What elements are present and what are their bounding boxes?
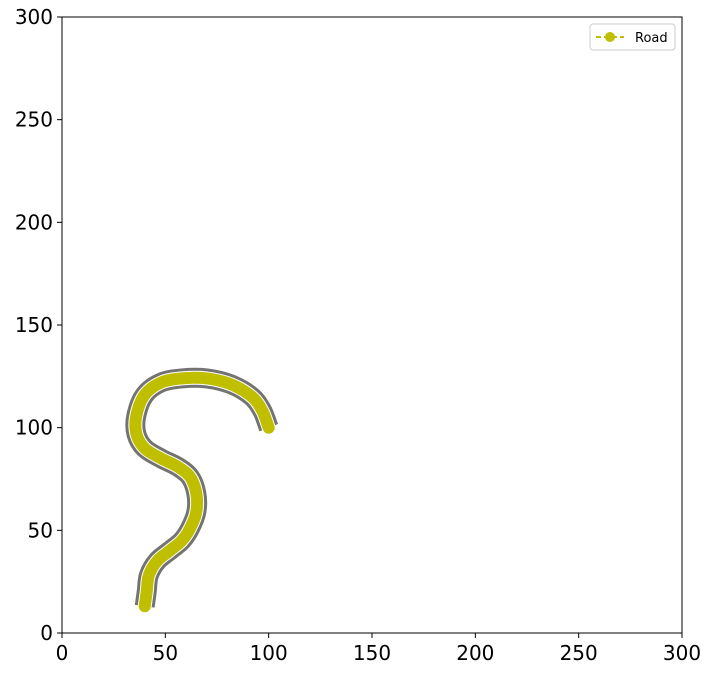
y-tick-label: 50 <box>28 518 53 542</box>
x-tick-label: 300 <box>663 641 701 665</box>
x-tick-label: 0 <box>56 641 69 665</box>
legend-box <box>589 23 676 51</box>
road-centerline <box>129 371 275 613</box>
legend-marker <box>605 32 615 42</box>
y-tick-label: 100 <box>15 416 53 440</box>
y-tick-label: 300 <box>15 5 53 29</box>
y-tick-label: 250 <box>15 108 53 132</box>
legend: Road <box>589 23 676 51</box>
series-layer <box>125 367 279 613</box>
y-tick-label: 150 <box>15 313 53 337</box>
x-tick-label: 250 <box>560 641 598 665</box>
x-tick-label: 100 <box>250 641 288 665</box>
ticks-layer: 0 50 100 150 200 250 300 0 50 100 150 200 250 300 <box>15 5 701 665</box>
x-tick-label: 200 <box>456 641 494 665</box>
y-tick-label: 200 <box>15 210 53 234</box>
y-tick-label: 0 <box>40 621 53 645</box>
road-end-point <box>263 422 274 433</box>
x-tick-label: 150 <box>353 641 391 665</box>
legend-label: Road <box>635 31 668 46</box>
road-start-point <box>139 601 150 612</box>
x-tick-label: 50 <box>153 641 178 665</box>
